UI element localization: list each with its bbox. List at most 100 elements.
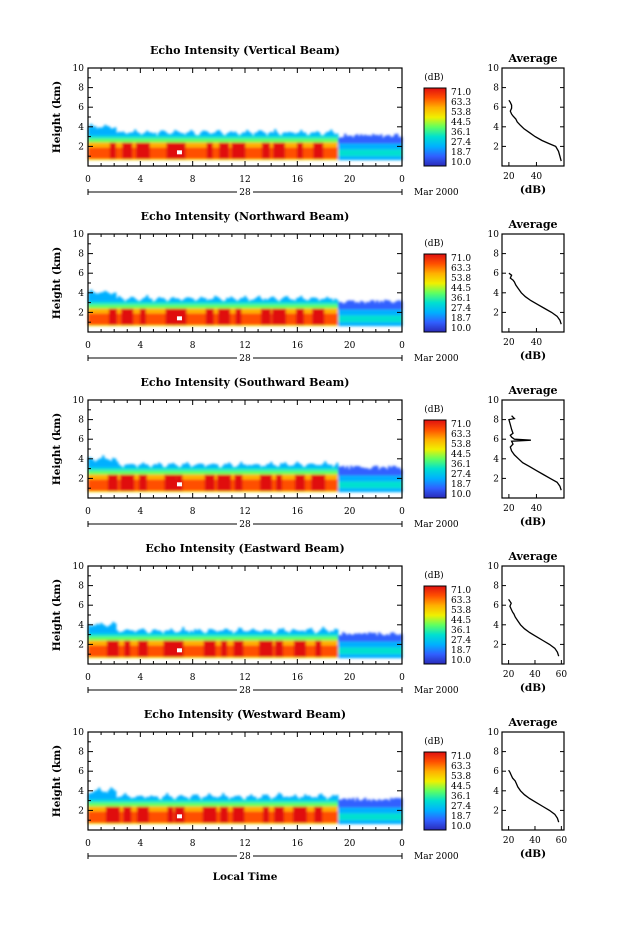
echo-cell bbox=[110, 467, 113, 471]
echo-cell bbox=[238, 627, 241, 634]
echo-cell bbox=[212, 629, 215, 634]
echo-cell bbox=[258, 491, 261, 493]
echo-cell bbox=[282, 640, 285, 646]
echo-cell bbox=[244, 325, 247, 327]
echo-cell bbox=[392, 322, 395, 327]
echo-cell bbox=[274, 657, 277, 659]
echo-cell bbox=[190, 645, 193, 658]
avg-x-label: (dB) bbox=[520, 184, 546, 196]
echo-cell bbox=[138, 159, 141, 161]
echo-cell bbox=[318, 300, 321, 302]
echo-cell bbox=[398, 654, 401, 659]
echo-cell bbox=[340, 309, 343, 316]
echo-cell bbox=[306, 464, 309, 468]
echo-cell bbox=[176, 135, 179, 139]
echo-cell bbox=[96, 467, 99, 471]
echo-cell bbox=[190, 304, 193, 309]
echo-cell bbox=[400, 469, 403, 476]
echo-cell bbox=[176, 159, 179, 161]
echo-cell bbox=[126, 470, 129, 475]
echo-cell bbox=[106, 308, 109, 314]
echo-cell bbox=[124, 657, 127, 659]
echo-cell bbox=[304, 823, 307, 825]
echo-cell bbox=[250, 133, 253, 136]
echo-cell bbox=[192, 159, 195, 161]
echo-cell bbox=[132, 799, 135, 803]
echo-cell bbox=[226, 640, 229, 646]
echo-cell bbox=[312, 633, 315, 637]
echo-cell bbox=[226, 159, 229, 161]
echo-cell bbox=[88, 292, 91, 302]
echo-cell bbox=[200, 135, 203, 139]
echo-cell bbox=[154, 464, 157, 468]
echo-cell bbox=[192, 640, 195, 646]
echo-cell bbox=[174, 799, 177, 803]
echo-cell bbox=[136, 308, 139, 314]
echo-cell bbox=[136, 474, 139, 480]
echo-cell bbox=[278, 823, 281, 825]
echo-cell bbox=[360, 143, 363, 150]
echo-cell bbox=[314, 645, 317, 658]
echo-cell bbox=[398, 149, 401, 157]
echo-cell bbox=[348, 647, 351, 655]
echo-cell bbox=[92, 657, 95, 659]
echo-cell bbox=[122, 640, 125, 646]
echo-cell bbox=[154, 802, 157, 807]
echo-cell bbox=[280, 633, 283, 637]
echo-cell bbox=[334, 470, 337, 475]
echo-cell bbox=[196, 640, 199, 646]
echo-cell bbox=[136, 132, 139, 136]
echo-cell bbox=[354, 322, 357, 327]
echo-cell bbox=[160, 799, 163, 803]
echo-cell bbox=[190, 657, 193, 659]
echo-cell bbox=[230, 301, 233, 305]
echo-cell bbox=[336, 491, 339, 493]
echo-cell bbox=[322, 626, 325, 634]
echo-cell bbox=[260, 298, 263, 302]
echo-cell bbox=[394, 134, 397, 144]
echo-cell bbox=[294, 802, 297, 807]
echo-cell bbox=[232, 308, 235, 314]
echo-cell bbox=[300, 135, 303, 139]
echo-cell bbox=[218, 130, 221, 136]
echo-cell bbox=[200, 467, 203, 471]
echo-cell bbox=[230, 470, 233, 475]
echo-cell bbox=[162, 467, 165, 471]
echo-cell bbox=[310, 657, 313, 659]
echo-cell bbox=[242, 313, 245, 326]
echo-cell bbox=[258, 811, 261, 824]
echo-cell bbox=[126, 133, 129, 136]
echo-cell bbox=[218, 640, 221, 646]
echo-cell bbox=[126, 633, 129, 637]
echo-cell bbox=[336, 636, 339, 641]
echo-cell bbox=[350, 149, 353, 157]
echo-cell bbox=[392, 149, 395, 157]
echo-cell bbox=[264, 466, 267, 468]
echo-cell bbox=[194, 301, 197, 305]
echo-cell bbox=[124, 464, 127, 468]
echo-cell bbox=[184, 823, 187, 825]
y-tick-label: 2 bbox=[78, 308, 84, 318]
echo-cell bbox=[384, 156, 387, 161]
echo-cell bbox=[320, 304, 323, 309]
echo-cell bbox=[282, 645, 285, 658]
echo-cell bbox=[228, 640, 231, 646]
echo-cell bbox=[130, 138, 133, 143]
echo-cell bbox=[358, 647, 361, 655]
echo-cell bbox=[188, 645, 191, 658]
echo-cell bbox=[316, 465, 319, 468]
echo-cell bbox=[386, 149, 389, 157]
echo-cell bbox=[216, 802, 219, 807]
echo-cell bbox=[168, 470, 171, 475]
echo-cell bbox=[270, 799, 273, 803]
echo-cell bbox=[138, 308, 141, 314]
echo-cell bbox=[108, 790, 111, 800]
echo-cell bbox=[238, 470, 241, 475]
echo-cell bbox=[308, 470, 311, 475]
echo-cell bbox=[268, 467, 271, 471]
echo-cell bbox=[182, 159, 185, 161]
echo-cell bbox=[204, 636, 207, 641]
echo-cell bbox=[188, 491, 191, 493]
echo-cell bbox=[288, 806, 291, 812]
echo-cell bbox=[166, 159, 169, 161]
